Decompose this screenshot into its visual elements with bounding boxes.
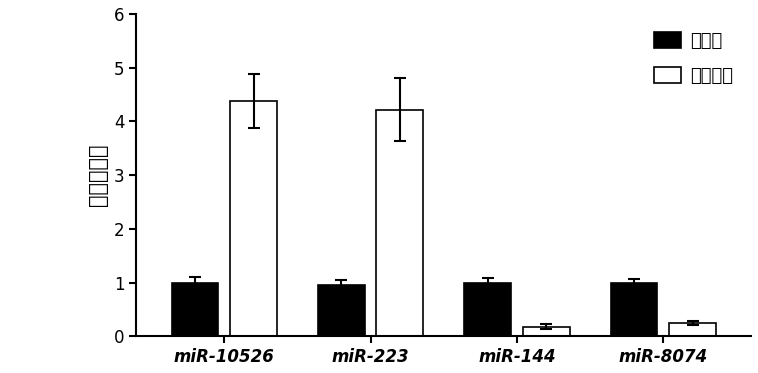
Bar	[669, 323, 716, 336]
Bar	[523, 327, 569, 336]
Bar	[611, 282, 657, 336]
Bar	[464, 282, 511, 336]
Bar	[377, 110, 423, 336]
Bar	[230, 101, 277, 336]
Bar	[171, 282, 218, 336]
Y-axis label: 相对表达量: 相对表达量	[89, 144, 108, 206]
Bar	[318, 285, 365, 336]
Legend: 对照组, 宫颈癌组: 对照组, 宫颈癌组	[645, 23, 742, 94]
